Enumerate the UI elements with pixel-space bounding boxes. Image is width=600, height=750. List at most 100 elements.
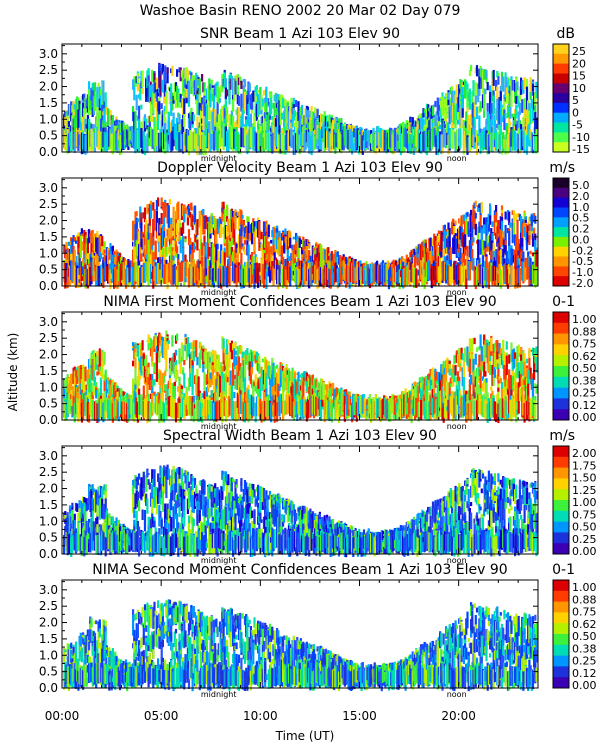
data-streak [348, 127, 351, 135]
data-streak [164, 237, 167, 260]
data-streak [467, 221, 470, 232]
data-streak [504, 97, 507, 102]
data-streak [502, 266, 505, 286]
data-streak [483, 219, 486, 234]
data-streak [499, 97, 502, 116]
data-streak [167, 139, 170, 144]
data-streak [449, 247, 452, 269]
data-streak [331, 265, 335, 286]
data-streak [174, 99, 178, 109]
data-streak [172, 255, 175, 261]
data-streak [446, 132, 449, 145]
data-streak [339, 262, 342, 283]
data-streak [404, 265, 407, 286]
data-streak [349, 129, 352, 149]
data-streak [76, 388, 79, 406]
data-streak [236, 211, 239, 216]
data-streak [473, 126, 476, 147]
data-streak [196, 135, 199, 156]
data-streak [89, 374, 92, 392]
data-streak [321, 126, 324, 139]
data-streak [145, 79, 148, 102]
data-streak [522, 127, 525, 147]
data-streak [241, 264, 244, 285]
data-streak [143, 374, 147, 385]
data-streak [456, 228, 460, 249]
data-streak [481, 239, 485, 256]
data-streak [157, 111, 160, 130]
data-streak [226, 225, 229, 241]
data-streak [323, 265, 326, 285]
data-streak [153, 71, 156, 94]
data-streak [178, 229, 181, 243]
data-streak [292, 97, 295, 107]
data-streak [533, 130, 536, 150]
data-streak [240, 210, 243, 225]
data-streak [284, 104, 287, 120]
data-streak [157, 222, 160, 242]
data-streak [133, 402, 136, 422]
data-streak [477, 83, 480, 103]
data-streak [74, 268, 78, 288]
data-streak [328, 131, 331, 151]
data-streak [514, 269, 517, 289]
data-streak [511, 80, 514, 91]
data-streak [324, 116, 327, 127]
data-streak [255, 220, 258, 229]
data-streak [276, 127, 279, 147]
data-streak [415, 246, 418, 256]
data-streak [498, 220, 501, 239]
data-streak [77, 402, 80, 423]
data-streak [126, 129, 129, 139]
data-streak [171, 383, 174, 397]
data-streak [268, 93, 272, 95]
data-streak [196, 103, 199, 115]
data-streak [224, 118, 227, 130]
data-streak [107, 399, 110, 419]
panel-3: NIMA First Moment Confidences Beam 1 Azi… [39, 294, 597, 431]
data-streak [76, 127, 79, 148]
data-streak [292, 275, 295, 280]
data-streak [398, 269, 401, 290]
data-streak [239, 113, 242, 118]
data-streak [464, 131, 467, 151]
data-streak [310, 120, 313, 141]
data-streak [512, 120, 515, 128]
data-streak [158, 264, 161, 284]
data-streak [136, 345, 139, 357]
data-streak [124, 128, 128, 146]
data-streak [163, 402, 166, 423]
data-streak [204, 278, 207, 284]
data-streak [276, 93, 279, 104]
data-streak [505, 213, 508, 219]
data-streak [352, 125, 355, 132]
colorbar-units: m/s [549, 160, 575, 176]
data-streak [93, 90, 97, 112]
data-streak [333, 256, 336, 261]
data-streak [193, 233, 197, 248]
data-streak [245, 225, 248, 233]
data-streak [170, 396, 173, 417]
data-streak [422, 108, 425, 118]
data-streak [178, 262, 181, 282]
data-streak [172, 126, 175, 147]
data-streak [109, 112, 112, 125]
panels: SNR Beam 1 Azi 103 Elev 90 dB0.00.51.01.5… [39, 26, 597, 699]
data-streak [330, 251, 333, 261]
data-streak [390, 263, 393, 285]
data-streak [534, 112, 537, 135]
data-streak [479, 212, 482, 227]
data-streak [486, 134, 489, 155]
data-streak [491, 116, 494, 120]
data-streak [189, 203, 192, 209]
data-streak [118, 252, 122, 264]
data-streak [132, 126, 135, 146]
data-streak [67, 121, 70, 128]
data-streak [199, 98, 202, 104]
data-streak [483, 127, 486, 148]
data-streak [65, 120, 68, 132]
data-streak [73, 103, 76, 108]
data-streak [273, 95, 276, 102]
data-streak [530, 231, 533, 240]
